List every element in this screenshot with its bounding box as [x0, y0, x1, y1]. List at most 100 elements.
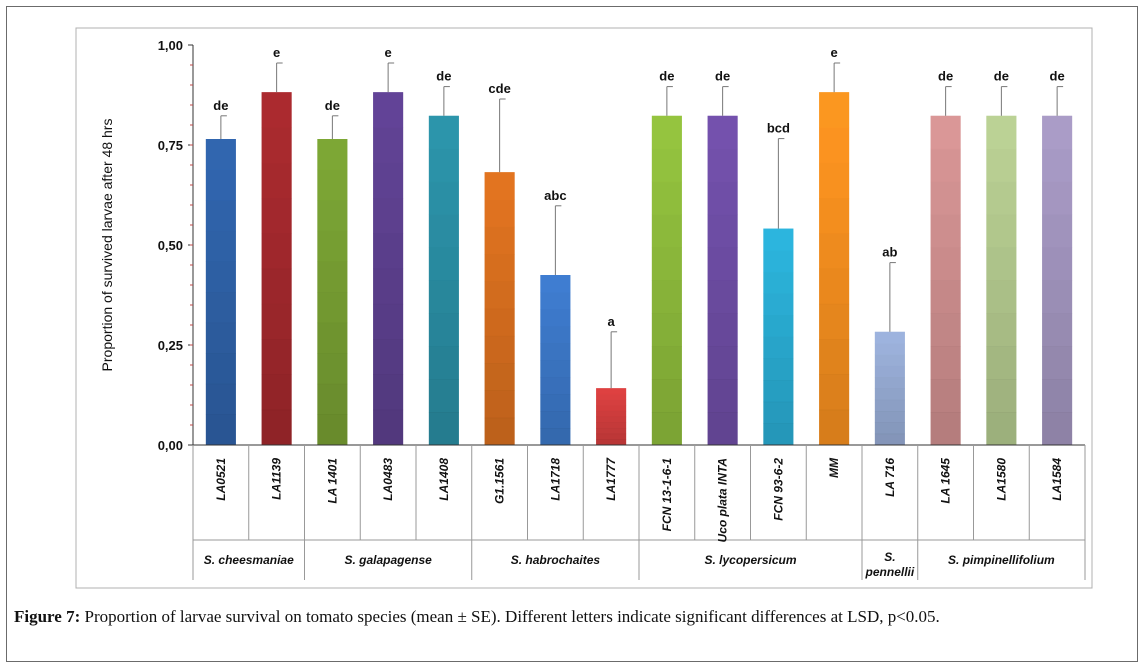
x-tick-label: Uco plata INTA — [716, 458, 730, 542]
bar-band — [707, 379, 738, 413]
bar-band — [261, 92, 292, 128]
bar-band — [651, 181, 682, 216]
bar-band — [651, 280, 682, 314]
bar-band — [874, 399, 905, 412]
bar-band — [596, 422, 627, 429]
bar-16 — [1042, 86, 1073, 446]
bar-band — [261, 303, 292, 340]
bar-band — [707, 280, 738, 314]
x-tick-label: MM — [827, 457, 841, 478]
plot-area-border — [75, 27, 1093, 589]
bar-band — [763, 423, 794, 446]
bar-band — [819, 127, 850, 164]
bar-band — [596, 416, 627, 423]
group-label: S. pimpinellifolium — [948, 553, 1055, 567]
x-tick-label: G1.1561 — [493, 458, 507, 504]
bar-band — [819, 233, 850, 270]
bar-band — [930, 346, 961, 380]
bar-band — [1042, 346, 1073, 380]
bar-band — [1042, 313, 1073, 347]
bar-band — [930, 412, 961, 446]
bar-band — [930, 379, 961, 413]
bar-band — [428, 148, 459, 183]
bar-band — [540, 394, 571, 412]
bar-band — [317, 383, 348, 415]
bar-band — [819, 339, 850, 375]
bar-band — [874, 331, 905, 344]
bar-band — [763, 336, 794, 359]
significance-label: cde — [488, 81, 510, 96]
bar-band — [819, 374, 850, 411]
x-tick-label: FCN 93-6-2 — [771, 458, 785, 521]
bar-band — [205, 383, 236, 415]
bar-band — [373, 233, 404, 270]
bar-band — [596, 410, 627, 418]
bar-band — [317, 230, 348, 262]
bar-band — [261, 162, 292, 199]
bar-band — [317, 353, 348, 385]
bar-band — [986, 148, 1017, 183]
bar-band — [819, 303, 850, 340]
bar-band — [651, 379, 682, 413]
bar-band — [596, 405, 627, 412]
bar-band — [874, 343, 905, 355]
bar-band — [428, 412, 459, 446]
group-label: S. cheesmaniae — [204, 553, 294, 567]
x-tick-label: FCN 13-1-6-1 — [660, 458, 674, 532]
bar-band — [540, 292, 571, 310]
bar-band — [763, 271, 794, 295]
bar-10 — [707, 86, 738, 446]
significance-label: de — [325, 98, 340, 113]
bar-band — [484, 226, 515, 255]
y-tick-label: 0,00 — [158, 438, 183, 453]
bar-band — [373, 303, 404, 340]
bar-band — [1042, 181, 1073, 216]
bar-band — [651, 313, 682, 347]
bar-5 — [428, 86, 459, 446]
bar-band — [540, 326, 571, 344]
y-tick-label: 1,00 — [158, 38, 183, 53]
y-tick-label: 0,25 — [158, 338, 183, 353]
bar-band — [986, 313, 1017, 347]
bar-band — [428, 181, 459, 216]
significance-label: e — [831, 45, 838, 60]
bar-band — [540, 275, 571, 293]
bar-12 — [819, 62, 850, 446]
x-tick-label: LA0521 — [214, 458, 228, 501]
bar-9 — [651, 86, 682, 446]
bar-band — [373, 409, 404, 446]
x-tick-label: LA1584 — [1050, 458, 1064, 501]
bar-band — [484, 172, 515, 200]
x-tick-label: LA 1401 — [325, 458, 339, 504]
bar-13 — [874, 262, 905, 446]
group-label: S. galapagense — [344, 553, 432, 567]
bar-band — [596, 388, 627, 395]
bar-band — [986, 379, 1017, 413]
bar-band — [763, 315, 794, 338]
bar-7 — [540, 205, 571, 446]
bar-band — [930, 115, 961, 150]
bar-band — [261, 198, 292, 234]
bar-band — [317, 139, 348, 171]
bar-band — [707, 346, 738, 380]
bar-band — [1042, 379, 1073, 413]
bar-band — [1042, 247, 1073, 281]
bar-band — [317, 292, 348, 324]
bar-band — [707, 181, 738, 216]
bar-6 — [484, 98, 515, 446]
x-tick-label: LA 716 — [883, 458, 897, 497]
bar-band — [707, 412, 738, 446]
caption-label: Figure 7: — [14, 607, 81, 626]
bar-band — [930, 148, 961, 183]
bar-band — [373, 374, 404, 411]
bar-band — [540, 411, 571, 429]
y-axis-label: Proportion of survived larvae after 48 h… — [99, 119, 115, 372]
bar-band — [484, 308, 515, 337]
significance-label: a — [608, 314, 616, 329]
significance-label: de — [994, 69, 1009, 84]
bar-band — [874, 354, 905, 367]
bar-band — [1042, 148, 1073, 183]
bar-band — [986, 280, 1017, 314]
bar-band — [819, 268, 850, 305]
bar-band — [205, 261, 236, 293]
